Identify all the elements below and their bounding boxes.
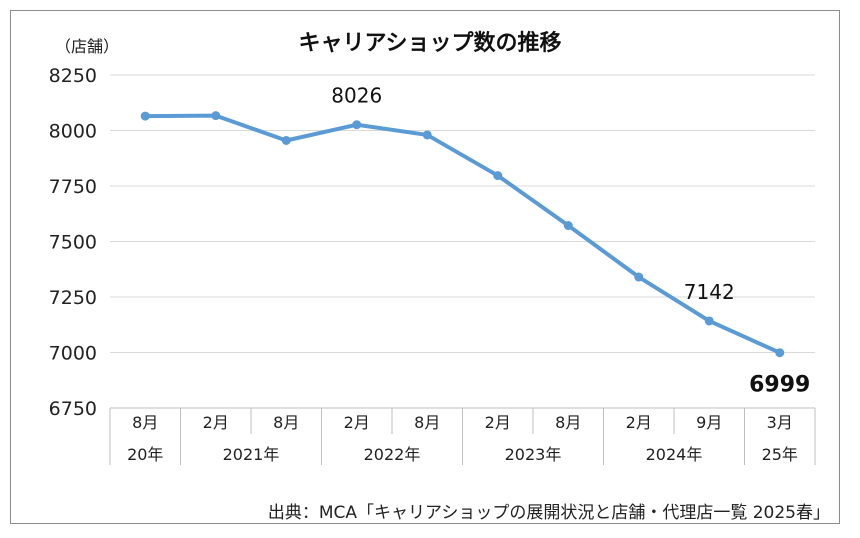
- x-tick-label-year-1: 2021年: [223, 445, 280, 464]
- data-point-8: [704, 316, 714, 326]
- chart-title: キャリアショップ数の推移: [298, 30, 561, 56]
- series-line: [143, 113, 782, 355]
- x-tick-label-month-7: 2月: [626, 413, 652, 432]
- x-tick-label-year-5: 25年: [762, 445, 798, 464]
- x-tick-label-month-3: 2月: [344, 413, 370, 432]
- x-tick-label-month-9: 3月: [767, 413, 793, 432]
- data-point-7: [634, 272, 644, 282]
- data-point-6: [563, 221, 573, 231]
- data-label-3: 8026: [331, 84, 382, 108]
- y-tick-label-8000: 8000: [49, 121, 97, 143]
- data-label-9: 6999: [749, 373, 810, 398]
- y-axis-unit-label: （店舗）: [55, 37, 119, 56]
- data-point-0: [140, 111, 150, 121]
- x-tick-label-month-0: 8月: [132, 413, 158, 432]
- y-tick-label-6750: 6750: [49, 398, 97, 420]
- x-tick-label-month-5: 2月: [485, 413, 511, 432]
- source-note: 出典：MCA「キャリアショップの展開状況と店舗・代理店一覧 2025春」: [267, 503, 830, 523]
- x-tick-label-year-2: 2022年: [364, 445, 421, 464]
- data-point-9: [775, 348, 785, 358]
- y-tick-label-8250: 8250: [49, 65, 97, 87]
- x-tick-label-year-0: 20年: [127, 445, 163, 464]
- y-tick-label-7000: 7000: [49, 343, 97, 365]
- data-point-5: [493, 171, 503, 181]
- y-tick-label-7500: 7500: [49, 232, 97, 254]
- x-tick-label-month-4: 8月: [414, 413, 440, 432]
- data-label-8: 7142: [684, 280, 735, 304]
- data-point-4: [422, 130, 432, 140]
- x-tick-label-month-8: 9月: [696, 413, 722, 432]
- x-tick-label-month-6: 8月: [555, 413, 581, 432]
- y-tick-label-7750: 7750: [49, 176, 97, 198]
- data-point-1: [211, 111, 221, 121]
- data-point-2: [281, 135, 291, 145]
- x-tick-label-month-2: 8月: [273, 413, 299, 432]
- x-tick-label-year-3: 2023年: [505, 445, 562, 464]
- x-tick-label-year-4: 2024年: [646, 445, 703, 464]
- data-point-3: [352, 120, 362, 130]
- chart-frame: [10, 10, 840, 524]
- y-tick-label-7250: 7250: [49, 287, 97, 309]
- x-tick-label-month-1: 2月: [203, 413, 229, 432]
